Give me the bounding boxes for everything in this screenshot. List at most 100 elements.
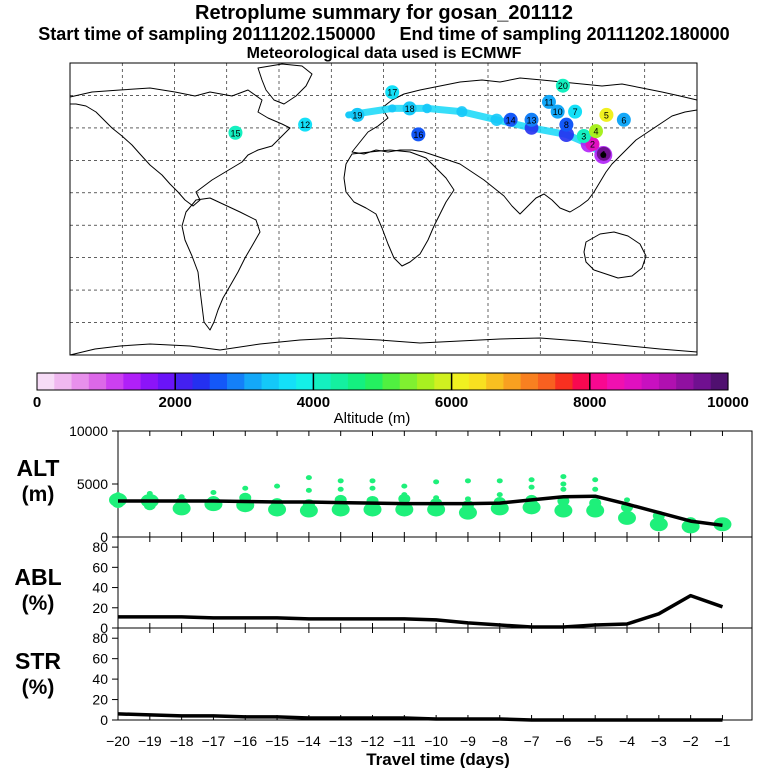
altitude-cluster-marker bbox=[274, 483, 281, 489]
colorbar-swatch bbox=[157, 373, 176, 390]
colorbar-swatch bbox=[261, 373, 280, 390]
altitude-cluster-marker bbox=[592, 486, 599, 492]
altitude-cluster-marker bbox=[528, 477, 535, 483]
cluster-dot bbox=[402, 101, 417, 116]
met-data-label: Meteorological data used is ECMWF bbox=[246, 45, 522, 62]
cluster-label: 7 bbox=[573, 107, 578, 117]
cluster-label: 19 bbox=[352, 110, 362, 120]
colorbar-swatch bbox=[572, 373, 591, 390]
altitude-cluster-marker bbox=[331, 502, 350, 517]
cluster-dot bbox=[298, 117, 313, 132]
colorbar-swatch bbox=[140, 373, 159, 390]
colorbar-tick-label: 0 bbox=[33, 394, 41, 411]
altitude-cluster-marker bbox=[649, 517, 668, 532]
x-tick-label: −6 bbox=[555, 733, 571, 749]
x-tick-label: −4 bbox=[619, 733, 635, 749]
cluster-label: 17 bbox=[387, 88, 397, 98]
str-panel-frame bbox=[117, 627, 753, 721]
abl-panel-ytick-label: 60 bbox=[92, 559, 108, 575]
abl-panel-ytick-label: 40 bbox=[92, 580, 108, 596]
alt-panel-label: ALT bbox=[16, 455, 59, 481]
colorbar-swatch bbox=[278, 373, 297, 390]
cluster-label: 12 bbox=[300, 120, 310, 130]
cluster-dot bbox=[350, 107, 365, 122]
alt-panel-unit: (m) bbox=[22, 483, 55, 506]
plume-blob bbox=[345, 111, 353, 119]
end-time-label: End time of sampling 20111202.180000 bbox=[399, 24, 730, 44]
source-marker bbox=[600, 151, 607, 158]
colorbar-swatch bbox=[641, 373, 660, 390]
colorbar-swatch bbox=[503, 373, 522, 390]
plume-blob bbox=[456, 106, 468, 118]
x-tick-label: −11 bbox=[393, 733, 416, 749]
colorbar-tick-label: 4000 bbox=[297, 394, 330, 411]
colorbar-swatch bbox=[347, 373, 366, 390]
cluster-dot bbox=[568, 104, 583, 119]
altitude-cluster-marker bbox=[618, 510, 637, 525]
altitude-cluster-marker bbox=[528, 484, 535, 490]
x-tick-label: −13 bbox=[329, 733, 353, 749]
cluster-marker: 11 bbox=[541, 94, 556, 109]
continent-outlines bbox=[69, 63, 698, 356]
cluster-dot bbox=[559, 117, 574, 132]
start-time-label: Start time of sampling 20111202.150000 bbox=[38, 24, 376, 44]
altitude-cluster-marker bbox=[369, 485, 376, 491]
south-america-outline bbox=[181, 197, 261, 331]
altitude-panel-ytick-label: 5000 bbox=[77, 476, 108, 492]
altitude-cluster-marker bbox=[522, 500, 541, 515]
colorbar-swatch bbox=[296, 373, 315, 390]
altitude-cluster-marker bbox=[305, 475, 312, 481]
colorbar-swatch bbox=[399, 373, 418, 390]
colorbar-swatch bbox=[555, 373, 574, 390]
x-tick-label: −3 bbox=[651, 733, 667, 749]
cluster-label: 14 bbox=[506, 115, 516, 125]
cluster-dot bbox=[503, 112, 518, 127]
plume-blob bbox=[490, 113, 503, 126]
colorbar-swatch bbox=[313, 373, 332, 390]
altitude-cluster-marker bbox=[337, 486, 344, 492]
colorbar-tick-label: 2000 bbox=[159, 394, 192, 411]
cluster-dot bbox=[555, 78, 570, 93]
cluster-label: 3 bbox=[581, 132, 586, 142]
x-tick-label: −12 bbox=[361, 733, 385, 749]
cluster-marker: 20 bbox=[555, 78, 570, 93]
cluster-marker: 5 bbox=[599, 107, 614, 122]
altitude-panel: 0 5000 10000 bbox=[69, 423, 753, 545]
colorbar-swatch bbox=[71, 373, 90, 390]
colorbar-swatch bbox=[693, 373, 712, 390]
abl-panel-label: ABL bbox=[14, 564, 61, 590]
cluster-marker: 12 bbox=[298, 117, 313, 132]
altitude-cluster-marker bbox=[305, 487, 312, 493]
colorbar-swatch bbox=[658, 373, 677, 390]
cluster-dot bbox=[541, 94, 556, 109]
colorbar-tick-label: 8000 bbox=[573, 394, 606, 411]
eurasia-outline bbox=[351, 77, 698, 215]
colorbar-swatch bbox=[37, 373, 55, 390]
cluster-dot bbox=[550, 104, 565, 119]
abl-line bbox=[118, 593, 724, 629]
str-panel-ytick-label: 0 bbox=[100, 712, 108, 728]
str-panel-ytick-label: 60 bbox=[92, 651, 108, 667]
altitude-cluster-marker bbox=[624, 497, 631, 503]
altitude-cluster-marker bbox=[592, 477, 599, 483]
colorbar-swatch bbox=[417, 373, 435, 390]
altitude-cluster-marker bbox=[398, 493, 411, 504]
colorbar-label: Altitude (m) bbox=[334, 410, 411, 427]
cluster-marker: 16 bbox=[411, 127, 426, 142]
str-panel-ytick-label: 20 bbox=[92, 692, 108, 708]
cluster-label: 10 bbox=[553, 107, 563, 117]
cluster-dot bbox=[588, 124, 603, 139]
colorbar-swatch bbox=[520, 373, 539, 390]
altitude-cluster-marker bbox=[496, 478, 503, 484]
chart-title: Retroplume summary for gosan_201112 bbox=[195, 2, 573, 24]
colorbar-swatch bbox=[468, 373, 487, 390]
colorbar-swatch bbox=[434, 373, 453, 390]
colorbar-swatch bbox=[227, 373, 245, 390]
colorbar-tick-label: 10000 bbox=[707, 394, 749, 411]
altitude-cluster-marker bbox=[554, 503, 573, 518]
x-tick-label: −2 bbox=[683, 733, 699, 749]
colorbar-swatch bbox=[624, 373, 643, 390]
x-tick-label: −19 bbox=[138, 733, 162, 749]
cluster-label: 20 bbox=[558, 81, 568, 91]
